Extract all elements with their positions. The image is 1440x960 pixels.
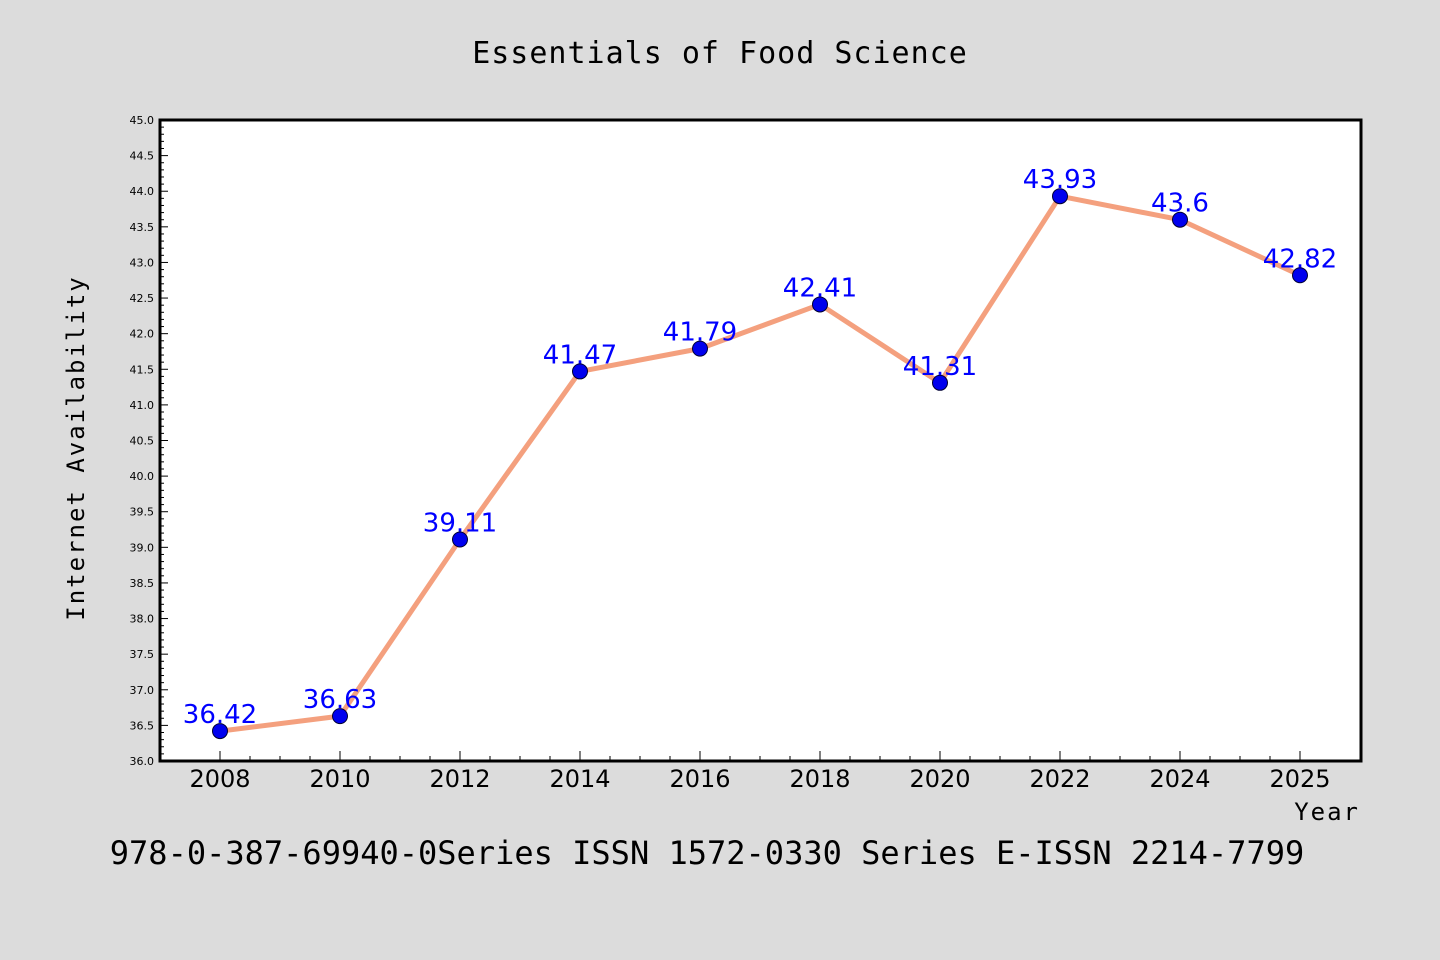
y-tick-label: 38.5 — [130, 577, 155, 590]
x-tick-label: 2018 — [789, 765, 850, 793]
footer-isbn-text: 978-0-387-69940-0Series ISSN 1572-0330 S… — [110, 834, 1304, 872]
y-tick-label: 40.5 — [130, 435, 155, 448]
x-tick-label: 2025 — [1269, 765, 1330, 793]
y-tick-label: 42.5 — [130, 292, 155, 305]
x-tick-label: 2008 — [189, 765, 250, 793]
y-tick-label: 38.0 — [130, 613, 155, 626]
x-tick-label: 2016 — [669, 765, 730, 793]
y-tick-label: 45.0 — [130, 114, 155, 127]
y-axis: 36.0 36.5 37.0 37.5 38.0 38.5 39.0 39.5 40.0 40.5… — [130, 114, 168, 768]
chart-title: Essentials of Food Science — [472, 36, 968, 71]
data-point-marker — [572, 363, 588, 380]
y-tick-label: 44.0 — [130, 185, 155, 198]
data-point-marker — [452, 531, 468, 548]
data-point-label: 42.41 — [783, 273, 857, 303]
data-labels: 36.42 36.63 39.11 41.47 41.79 42.41 41.31 43.93… — [183, 165, 1337, 730]
data-point-marker — [212, 723, 228, 740]
x-tick-label: 2022 — [1029, 765, 1090, 793]
data-point-label: 36.63 — [303, 685, 377, 715]
x-tick-label: 2012 — [429, 765, 490, 793]
data-point-label: 39.11 — [423, 508, 497, 538]
x-tick-label: 2010 — [309, 765, 370, 793]
x-tick-label: 2014 — [549, 765, 610, 793]
y-tick-label: 43.5 — [130, 221, 155, 234]
y-tick-label: 40.0 — [130, 470, 155, 483]
data-point-marker — [1172, 211, 1188, 228]
y-tick-label: 43.0 — [130, 256, 155, 269]
data-point-marker — [1052, 188, 1068, 205]
data-point-label: 43.6 — [1151, 189, 1209, 219]
data-point-marker — [1292, 267, 1308, 284]
series-line — [219, 193, 1302, 734]
y-tick-label: 37.0 — [130, 684, 155, 697]
data-point-label: 41.47 — [543, 340, 617, 370]
x-axis-label: Year — [1294, 798, 1360, 826]
x-tick-label: 2020 — [909, 765, 970, 793]
y-tick-label: 39.5 — [130, 506, 155, 519]
y-tick-label: 41.0 — [130, 399, 155, 412]
data-point-label: 42.82 — [1263, 244, 1337, 274]
y-tick-label: 42.0 — [130, 328, 155, 341]
x-axis: 2008 2010 2012 2014 2016 2018 2020 2022 2024 2025 — [189, 751, 1331, 793]
data-point-marker — [332, 708, 348, 725]
y-tick-label: 36.5 — [130, 719, 155, 732]
data-point-label: 41.31 — [903, 352, 977, 382]
y-tick-label: 36.0 — [130, 755, 155, 768]
y-tick-label: 37.5 — [130, 648, 155, 661]
data-point-marker — [692, 340, 708, 357]
data-point-marker — [812, 296, 828, 313]
x-tick-label: 2024 — [1149, 765, 1210, 793]
y-tick-label: 41.5 — [130, 363, 155, 376]
series-line-group — [219, 193, 1302, 734]
data-point-marker — [932, 374, 948, 391]
y-tick-label: 39.0 — [130, 541, 155, 554]
data-point-label: 41.79 — [663, 318, 737, 348]
plot-area — [158, 118, 1363, 763]
data-point-label: 36.42 — [183, 700, 257, 730]
data-point-label: 43.93 — [1023, 165, 1097, 195]
series-markers — [212, 188, 1308, 740]
y-axis-label: Internet Availability — [62, 275, 90, 620]
y-tick-label: 44.5 — [130, 150, 155, 163]
